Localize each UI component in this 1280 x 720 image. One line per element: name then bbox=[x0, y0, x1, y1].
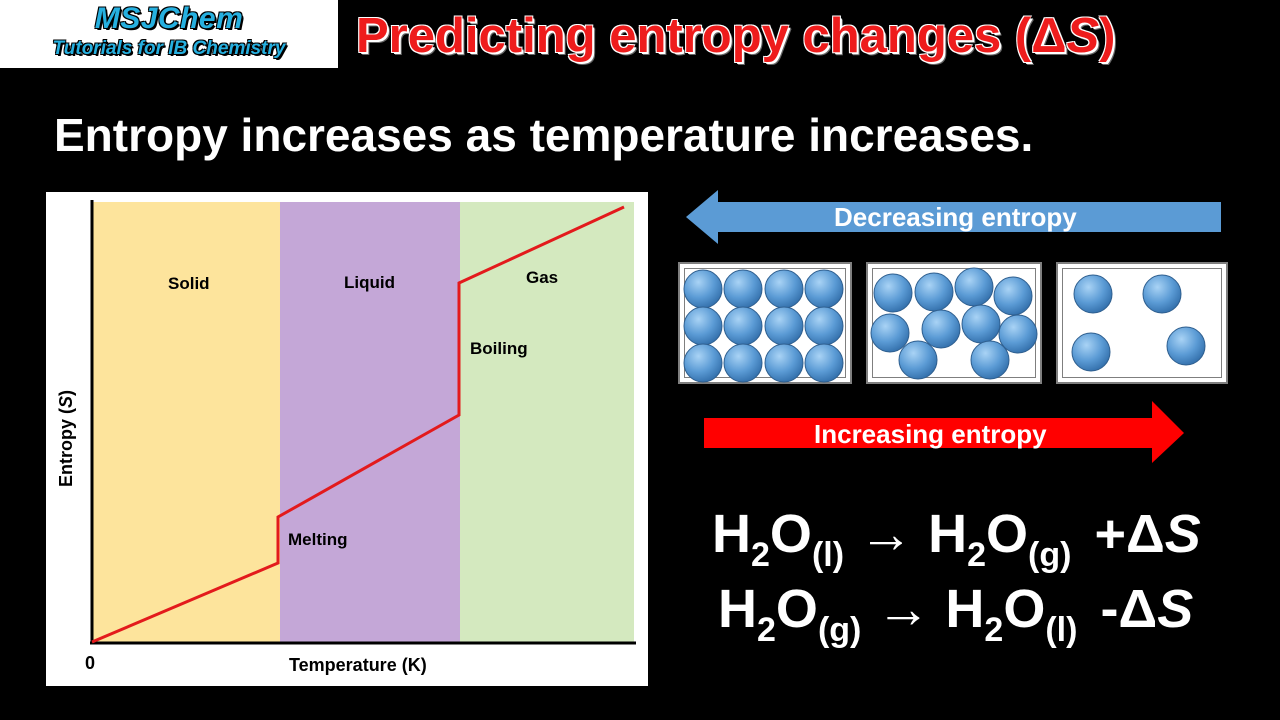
origin-label: 0 bbox=[85, 653, 95, 673]
liquid-region bbox=[280, 202, 460, 642]
slide-title: Predicting entropy changes (ΔS) bbox=[356, 9, 1116, 63]
liquid-particles-box bbox=[866, 262, 1042, 384]
transition-label-melting: Melting bbox=[288, 530, 348, 549]
entropy-temperature-graph: Solid Liquid Gas Melting Boiling Tempera… bbox=[46, 192, 648, 686]
logo-name: MSJChem bbox=[94, 2, 244, 35]
entropy-line bbox=[91, 205, 625, 644]
decreasing-entropy-label: Decreasing entropy bbox=[834, 202, 1077, 232]
y-axis-label: Entropy (S) bbox=[56, 390, 76, 487]
solid-region bbox=[92, 202, 280, 642]
increasing-entropy-arrow bbox=[704, 401, 1184, 463]
equation-vaporization: H2O(l) → H2O(g) +ΔS bbox=[712, 504, 1201, 574]
phase-label-liquid: Liquid bbox=[344, 273, 395, 292]
slide-subtitle: Entropy increases as temperature increas… bbox=[54, 109, 1034, 161]
gas-particles-box bbox=[1056, 262, 1228, 384]
phase-label-solid: Solid bbox=[168, 274, 210, 293]
logo-tagline: Tutorials for IB Chemistry bbox=[52, 38, 286, 59]
msjchem-logo: MSJChem Tutorials for IB Chemistry bbox=[0, 0, 338, 68]
phase-label-gas: Gas bbox=[526, 268, 558, 287]
x-axis-label: Temperature (K) bbox=[289, 655, 427, 675]
solid-particles-box bbox=[678, 262, 852, 384]
decreasing-entropy-arrow bbox=[686, 190, 1221, 244]
gas-region bbox=[460, 202, 634, 642]
increasing-entropy-label: Increasing entropy bbox=[814, 419, 1047, 449]
transition-label-boiling: Boiling bbox=[470, 339, 528, 358]
equation-condensation: H2O(g) → H2O(l) -ΔS bbox=[718, 579, 1194, 649]
